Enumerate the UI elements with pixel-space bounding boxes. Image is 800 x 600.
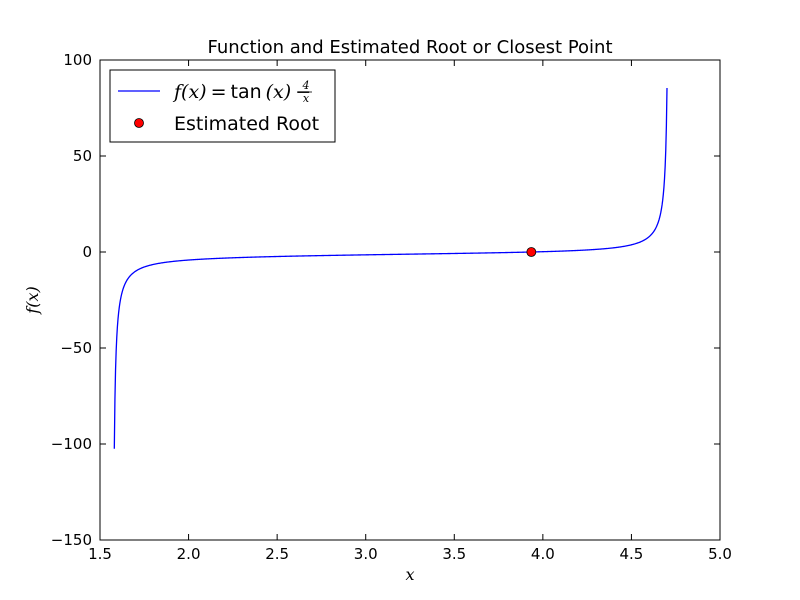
legend-marker-swatch [134, 118, 144, 128]
legend-frac-denominator: x [303, 92, 310, 105]
legend-fn: tan [231, 81, 262, 103]
legend-arg: (x) [266, 81, 292, 103]
y-tick-label: 50 [73, 147, 92, 165]
x-tick-label: 4.0 [531, 545, 555, 563]
legend-lhs: f(x) [172, 81, 207, 103]
x-tick-label: 4.5 [619, 545, 643, 563]
legend: f(x) = tan (x) − 4 x Estimated Root [109, 69, 336, 143]
y-tick-label: −50 [60, 339, 92, 357]
plot-area: 1.5 2.0 2.5 3.0 3.5 4.0 4.5 5.0 −150 −100 −50 0 50 10… [51, 51, 732, 563]
x-tick-label: 2.5 [265, 545, 289, 563]
x-tick-label: 3.5 [442, 545, 466, 563]
plot-frame [99, 59, 721, 541]
legend-frac-numerator: 4 [302, 79, 310, 92]
x-axis-label: x [405, 565, 414, 584]
y-axis-label-text: f(x) [23, 286, 42, 314]
x-tick-label: 2.0 [177, 545, 201, 563]
y-tick-label: 0 [82, 243, 92, 261]
y-tick-label: 100 [63, 51, 92, 69]
y-axis-label: f(x) [23, 286, 42, 314]
x-tick-label: 3.0 [354, 545, 378, 563]
chart-title: Function and Estimated Root or Closest P… [207, 37, 612, 58]
series-layer [113, 87, 668, 449]
x-tick-label: 5.0 [708, 545, 732, 563]
legend-marker-label: Estimated Root [174, 113, 319, 135]
legend-line-label: f(x) = tan (x) − [172, 81, 311, 103]
x-tick-label: 1.5 [88, 545, 112, 563]
ticks-layer: 1.5 2.0 2.5 3.0 3.5 4.0 4.5 5.0 −150 −100 −50 0 50 10… [51, 51, 732, 563]
y-tick-label: −100 [51, 435, 92, 453]
marker-layer [526, 247, 537, 257]
y-tick-label: −150 [51, 531, 92, 549]
legend-frame [109, 69, 336, 143]
series-line-f-of-x [113, 87, 668, 449]
legend-eq: = [211, 81, 227, 103]
estimated-root-marker [526, 247, 537, 257]
